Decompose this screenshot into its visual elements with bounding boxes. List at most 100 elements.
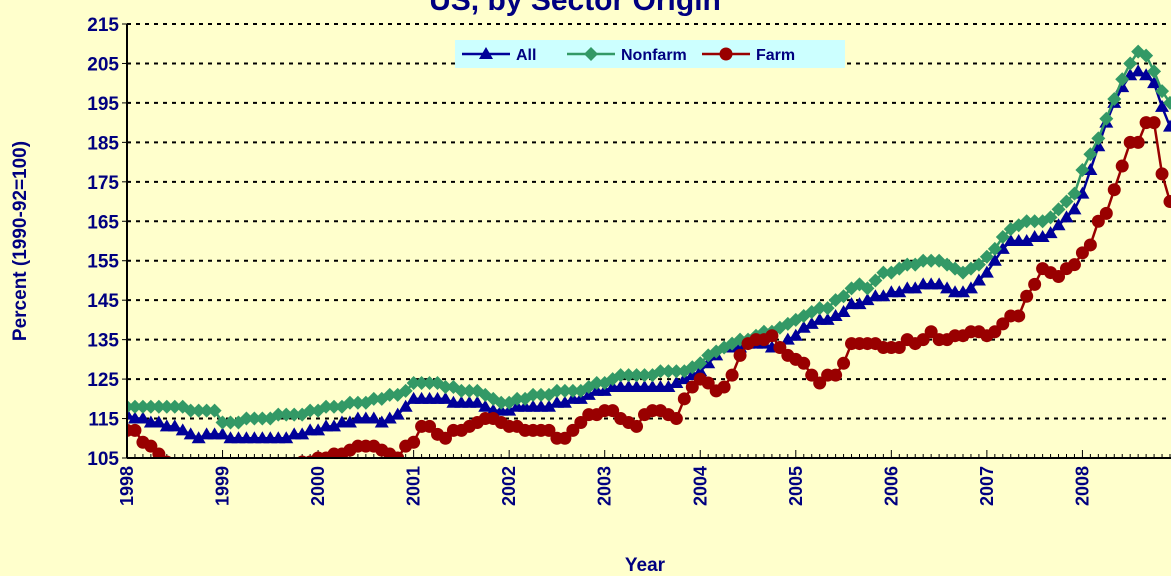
point xyxy=(629,368,644,383)
y-tick-label: 105 xyxy=(87,449,119,470)
point xyxy=(167,419,182,432)
x-tick-label: 2006 xyxy=(881,466,901,506)
point xyxy=(995,230,1010,245)
point xyxy=(804,316,819,329)
point xyxy=(127,399,142,414)
point xyxy=(144,439,158,453)
point xyxy=(773,341,787,355)
point xyxy=(836,305,851,318)
point xyxy=(669,412,683,426)
point xyxy=(534,387,549,402)
x-tick-label: 2001 xyxy=(404,466,424,506)
point xyxy=(932,277,947,290)
point xyxy=(1019,234,1034,246)
point xyxy=(350,395,365,410)
point xyxy=(661,364,676,379)
point xyxy=(940,281,955,294)
point xyxy=(630,419,644,433)
point xyxy=(1155,167,1169,181)
point xyxy=(549,383,564,398)
point xyxy=(812,301,827,316)
point xyxy=(478,399,493,412)
point xyxy=(916,253,931,268)
point xyxy=(406,376,421,391)
legend xyxy=(455,40,845,68)
point xyxy=(541,399,556,412)
point xyxy=(1067,202,1082,215)
point xyxy=(526,387,541,402)
point xyxy=(1051,202,1066,217)
y-tick-label: 215 xyxy=(87,15,119,36)
point xyxy=(287,407,302,422)
point xyxy=(1107,183,1121,197)
point xyxy=(1043,226,1058,239)
point xyxy=(1035,230,1050,243)
point xyxy=(1027,214,1042,229)
point xyxy=(987,253,1002,266)
point xyxy=(423,419,437,433)
point xyxy=(462,383,477,398)
point xyxy=(813,376,827,390)
point xyxy=(255,411,270,426)
point xyxy=(1051,218,1066,231)
point xyxy=(295,427,310,440)
point xyxy=(1139,68,1154,81)
x-tick-label: 1999 xyxy=(213,466,233,506)
point xyxy=(566,423,580,437)
point xyxy=(685,380,699,394)
point xyxy=(1083,147,1098,162)
point xyxy=(613,368,628,383)
point xyxy=(557,383,572,398)
point xyxy=(207,403,222,418)
point xyxy=(820,312,835,325)
point xyxy=(223,415,238,430)
point xyxy=(797,356,811,370)
point xyxy=(677,392,691,406)
point xyxy=(796,320,811,333)
point xyxy=(1131,135,1145,149)
legend-items: All Nonfarm Farm xyxy=(462,47,795,64)
point xyxy=(1099,206,1113,220)
point xyxy=(1163,195,1171,209)
point xyxy=(987,241,1002,256)
point xyxy=(215,427,230,440)
point xyxy=(382,387,397,402)
point xyxy=(1147,76,1162,89)
point xyxy=(924,253,939,268)
point xyxy=(988,325,1002,339)
point xyxy=(1083,238,1097,252)
point xyxy=(1020,289,1034,303)
x-tick-label: 2008 xyxy=(1072,466,1092,506)
point xyxy=(438,391,453,404)
point xyxy=(653,364,668,379)
point xyxy=(955,285,970,298)
point xyxy=(892,341,906,355)
point xyxy=(606,404,620,418)
y-tick-label: 125 xyxy=(87,370,119,391)
point xyxy=(805,368,819,382)
point xyxy=(924,325,938,339)
point xyxy=(279,431,294,444)
point xyxy=(374,415,389,428)
point xyxy=(565,383,580,398)
point xyxy=(916,333,930,347)
point xyxy=(391,451,405,458)
point xyxy=(717,380,731,394)
point xyxy=(1115,72,1130,87)
point xyxy=(319,399,334,414)
point xyxy=(470,395,485,408)
point xyxy=(454,383,469,398)
x-tick-label: 2004 xyxy=(690,466,710,506)
point xyxy=(327,399,342,414)
y-tick-label: 145 xyxy=(87,291,119,312)
y-tick-label: 135 xyxy=(87,331,119,352)
point xyxy=(1107,91,1122,106)
point xyxy=(1075,246,1089,260)
y-tick-label: 195 xyxy=(87,94,119,115)
point xyxy=(175,423,190,436)
point xyxy=(996,317,1010,331)
point xyxy=(979,249,994,264)
point xyxy=(701,376,715,390)
point xyxy=(669,364,684,379)
